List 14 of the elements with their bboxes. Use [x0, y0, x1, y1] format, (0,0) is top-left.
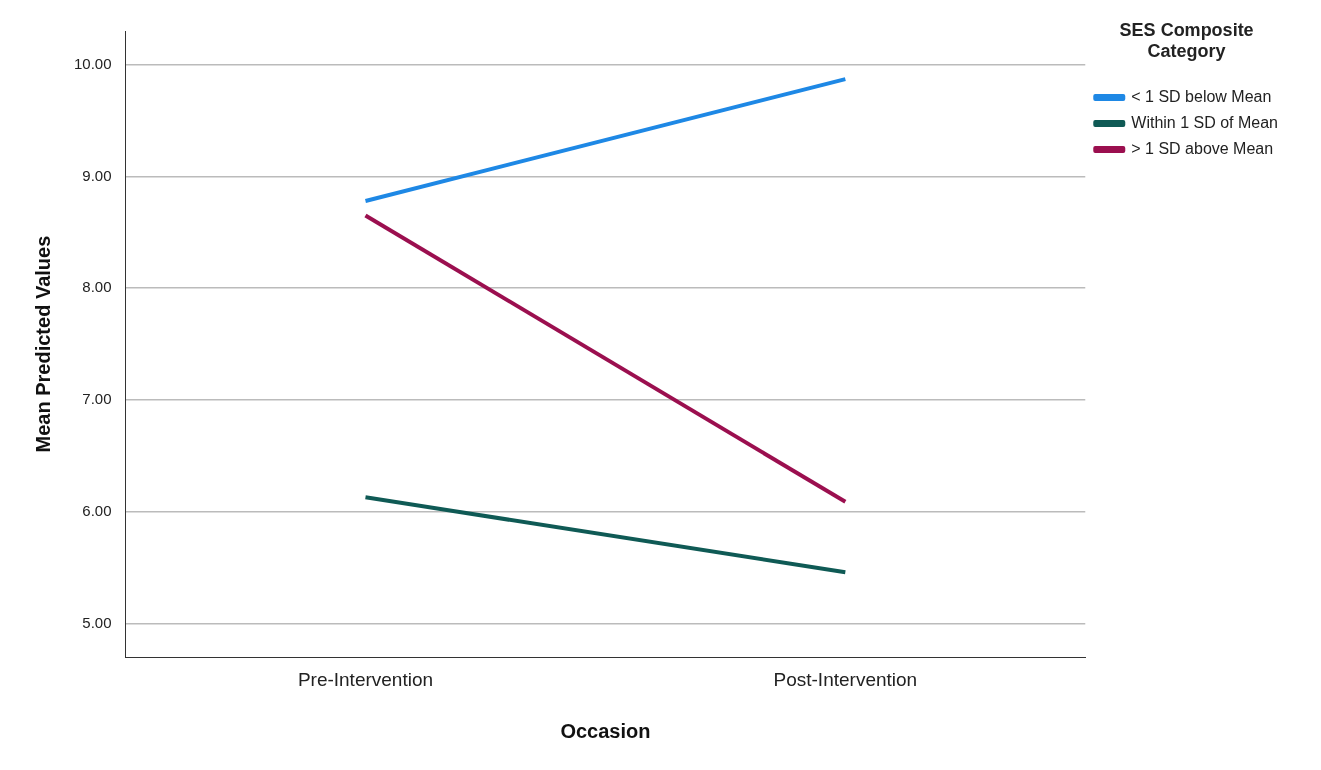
x-tick-label: Pre-Intervention [297, 668, 434, 690]
legend-title: SES Composite Category [1118, 20, 1255, 62]
legend-label: > 1 SD above Mean [1131, 140, 1274, 158]
y-axis-title: Mean Predicted Values [31, 235, 54, 453]
y-tick-label: 6.00 [82, 501, 112, 519]
y-tick-label: 9.00 [82, 166, 112, 184]
legend-label: Within 1 SD of Mean [1131, 114, 1279, 132]
x-axis-title: Occasion [560, 719, 651, 742]
y-tick-label: 5.00 [82, 613, 112, 631]
y-tick-label: 8.00 [82, 278, 112, 296]
x-tick-label: Post-Intervention [773, 668, 918, 690]
legend-label: < 1 SD below Mean [1131, 88, 1272, 106]
y-tick-label: 10.00 [73, 54, 112, 72]
y-tick-label: 7.00 [82, 390, 112, 408]
